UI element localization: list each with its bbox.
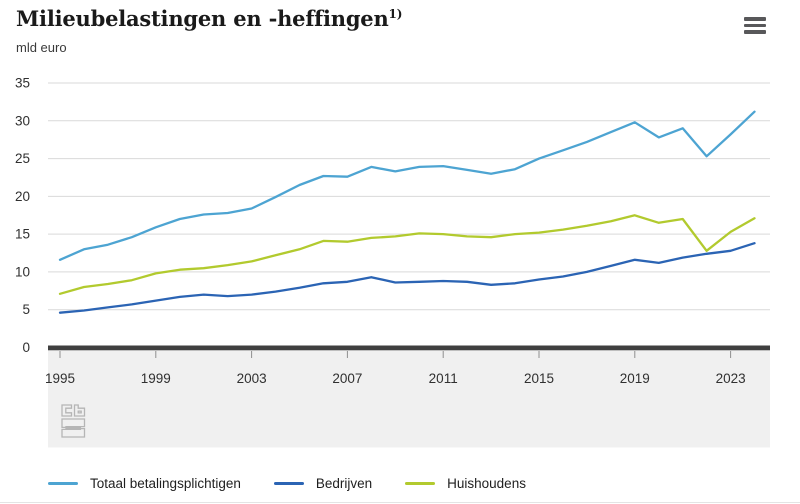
hamburger-icon: [744, 30, 766, 34]
y-tick-label: 30: [15, 113, 30, 128]
footnote-marker: 1): [388, 7, 403, 21]
series-line-totaal-betalingsplichtigen: [58, 110, 756, 261]
legend-label: Bedrijven: [315, 476, 373, 491]
cbs-logo-icon: [61, 404, 86, 438]
x-axis-labels: 1995 1999 2003 2007 2011 2015 2019 2023: [45, 371, 746, 386]
hamburger-icon: [744, 23, 766, 28]
title-text: Milieubelastingen en -heffingen: [16, 6, 389, 31]
axis-band: [48, 350, 770, 448]
x-axis-band: [48, 350, 770, 448]
y-tick-label: 20: [15, 189, 30, 204]
y-tick-label: 0: [22, 340, 30, 355]
x-tick-label: 1995: [45, 371, 75, 386]
x-tick-label: 2011: [429, 371, 458, 386]
y-tick-label: 5: [22, 302, 30, 317]
legend-label: Totaal betalingsplichtigen: [90, 476, 241, 491]
legend-swatch-huishoudens-icon: [405, 482, 436, 485]
legend-item-huishoudens[interactable]: Huishoudens: [405, 476, 526, 491]
legend-swatch-bedrijven-icon: [273, 482, 304, 485]
page-title: Milieubelastingen en -heffingen1): [16, 6, 402, 31]
legend: Totaal betalingsplichtigen Bedrijven Hui…: [48, 476, 526, 491]
legend-item-bedrijven[interactable]: Bedrijven: [273, 476, 373, 491]
x-tick-label: 2015: [524, 371, 554, 386]
legend-label: Huishoudens: [447, 476, 526, 491]
series-line-bedrijven: [58, 242, 756, 314]
x-tick-label: 2003: [237, 371, 267, 386]
x-tick-label: 2023: [716, 371, 746, 386]
y-axis-labels: 0 5 10 15 20 25 30 35: [15, 76, 30, 355]
gridlines: [48, 82, 770, 311]
unit-label: mld euro: [16, 40, 67, 55]
x-tick-label: 2019: [620, 371, 650, 386]
y-tick-label: 15: [15, 227, 30, 242]
legend-swatch-totaal-icon: [48, 482, 78, 485]
y-tick-label: 35: [15, 76, 30, 91]
zero-axis-bar: [48, 345, 770, 351]
chart-options-menu-button[interactable]: [744, 17, 766, 34]
hamburger-icon: [744, 17, 766, 21]
divider: [0, 502, 800, 503]
y-tick-label: 25: [15, 151, 30, 166]
x-tick-label: 2007: [332, 371, 362, 386]
legend-item-totaal[interactable]: Totaal betalingsplichtigen: [48, 476, 241, 491]
x-axis-ticks: [59, 351, 732, 358]
x-tick-label: 1999: [141, 371, 171, 386]
data-series: [58, 110, 756, 314]
x-axis-line: [48, 345, 770, 351]
series-line-huishoudens: [58, 214, 756, 295]
y-tick-label: 10: [15, 264, 30, 279]
